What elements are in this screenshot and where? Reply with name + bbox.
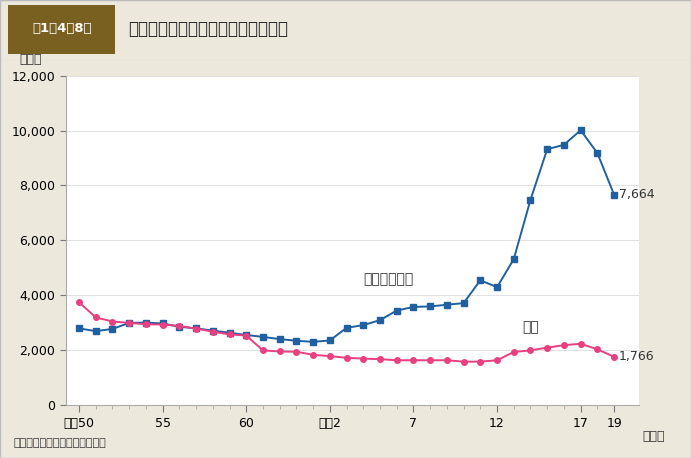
Text: 強制わいせつ: 強制わいせつ	[363, 272, 413, 286]
Text: 1,766: 1,766	[619, 350, 655, 363]
Bar	[8, 5, 115, 54]
Text: （年）: （年）	[642, 430, 665, 443]
Text: （備考）警察庁資料より作成。: （備考）警察庁資料より作成。	[14, 438, 106, 448]
Text: 強姦: 強姦	[522, 321, 539, 334]
Text: 強姦・強制わいせつ認知件数の推移: 強姦・強制わいせつ認知件数の推移	[128, 20, 288, 38]
Text: （件）: （件）	[20, 53, 42, 65]
Text: 第1－4－8図: 第1－4－8図	[32, 22, 92, 35]
Text: 7,664: 7,664	[619, 188, 655, 201]
